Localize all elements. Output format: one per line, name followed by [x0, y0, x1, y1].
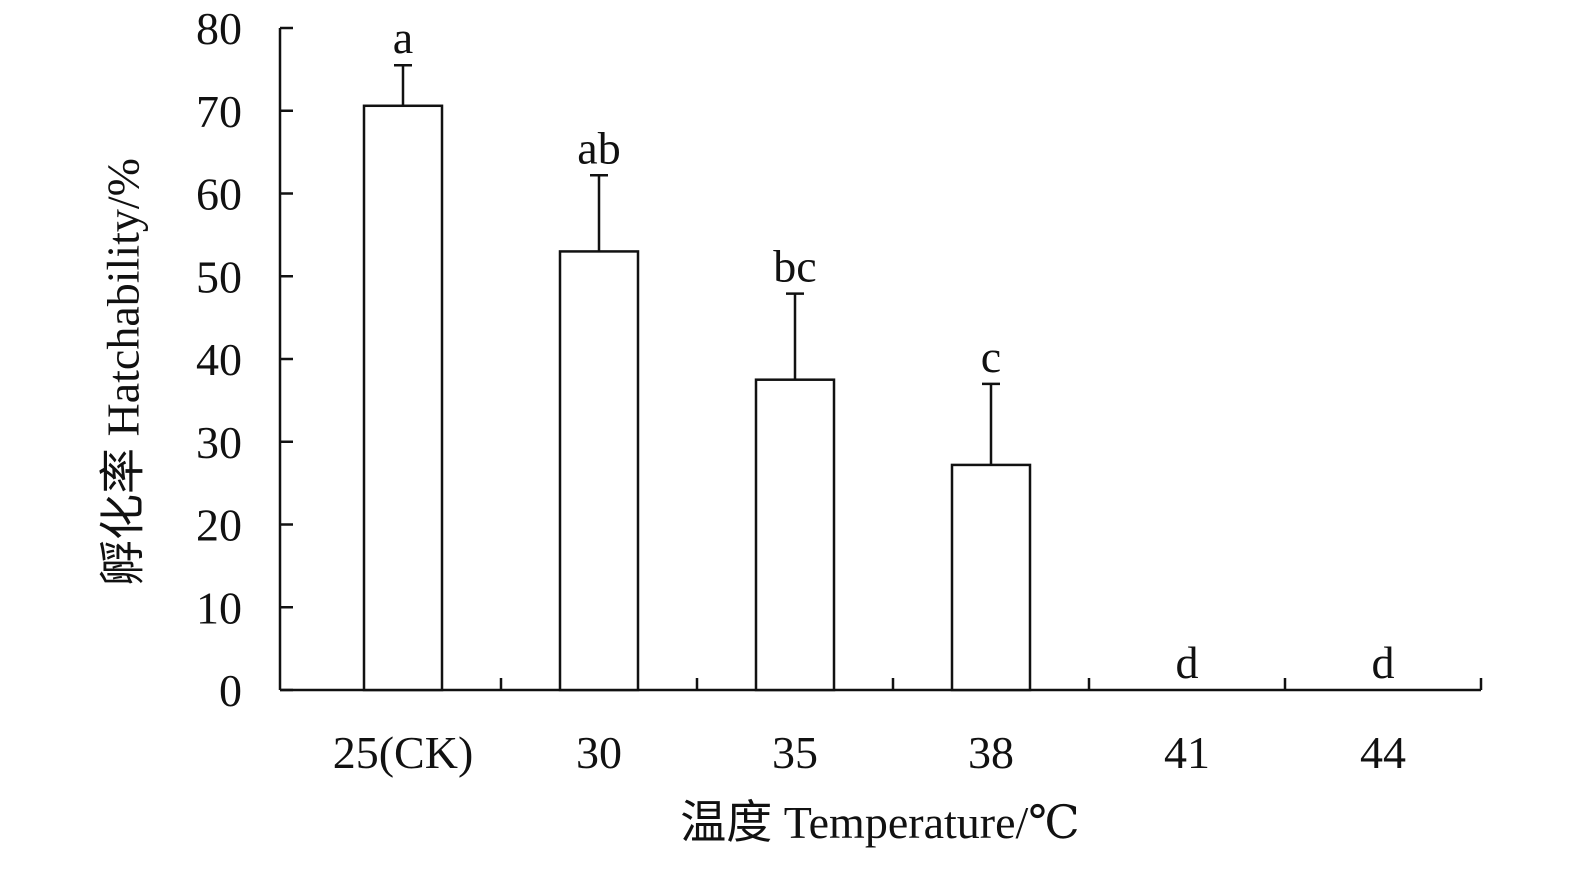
y-tick-label: 20: [196, 500, 242, 551]
x-tick-label: 35: [772, 727, 818, 778]
y-tick-label: 80: [196, 3, 242, 54]
bar: [558, 250, 640, 692]
significance-letter: d: [1372, 637, 1395, 688]
bar: [754, 378, 836, 692]
significance-letter: ab: [577, 122, 620, 173]
y-tick-label: 40: [196, 334, 242, 385]
y-tick-label: 70: [196, 86, 242, 137]
y-tick-label: 60: [196, 169, 242, 220]
bar: [362, 104, 444, 692]
x-tick-label: 30: [576, 727, 622, 778]
y-tick-label: 30: [196, 417, 242, 468]
bar: [950, 463, 1032, 692]
x-axis-label: 温度 Temperature/℃: [680, 797, 1080, 848]
x-tick-label: 44: [1360, 727, 1406, 778]
significance-letter: c: [981, 331, 1001, 382]
y-tick-label: 50: [196, 251, 242, 302]
x-tick-label: 41: [1164, 727, 1210, 778]
significance-letter: bc: [773, 241, 816, 292]
significance-letter: a: [393, 12, 413, 63]
y-tick-label: 10: [196, 582, 242, 633]
significance-letter: d: [1176, 637, 1199, 688]
x-tick-label: 25(CK): [333, 727, 474, 778]
y-tick-label: 0: [219, 665, 242, 716]
y-axis-label: 孵化率 Hatchability/%: [98, 158, 149, 586]
x-tick-label: 38: [968, 727, 1014, 778]
